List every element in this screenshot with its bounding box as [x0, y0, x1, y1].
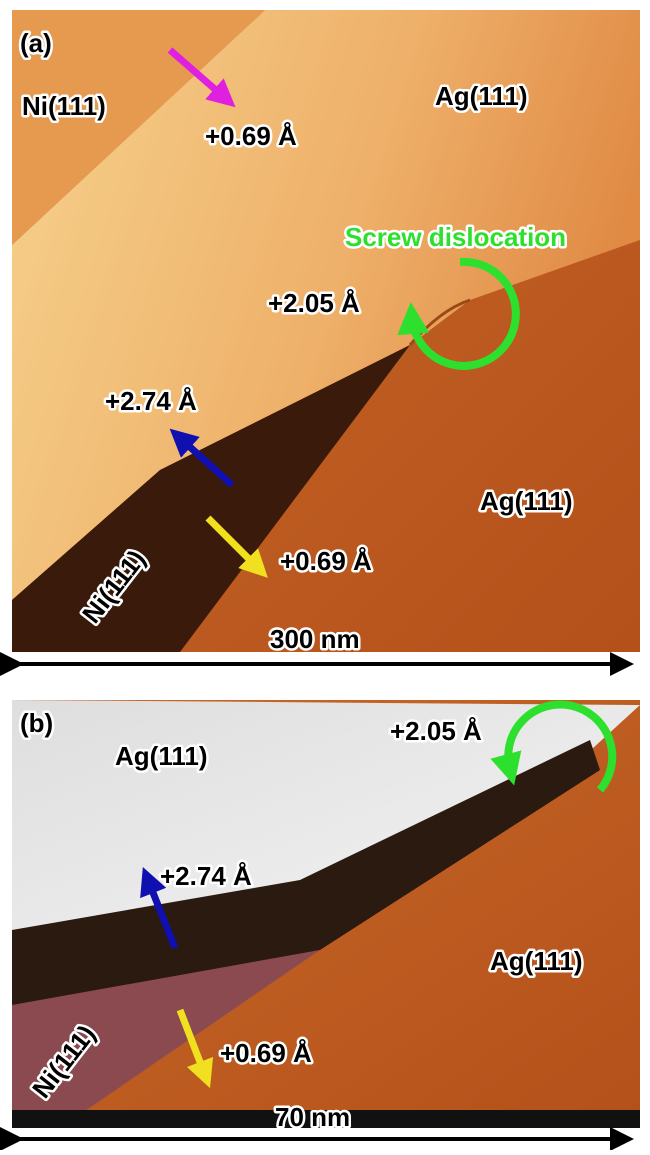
figure: (a) Ni(111) +0.69 Å Ag(111) Screw disloc…: [0, 0, 650, 1150]
region-label: Ag(111): [490, 946, 583, 976]
annotation: Screw dislocation: [345, 222, 566, 252]
region-label: Ni(111): [22, 91, 106, 121]
step-height: +2.05 Å: [390, 716, 482, 746]
region-label: Ag(111): [435, 81, 528, 111]
step-height: +0.69 Å: [280, 546, 372, 576]
panel-label: (a): [20, 28, 52, 58]
step-height: +2.74 Å: [105, 386, 197, 416]
scale-bar-label: 300 nm: [270, 624, 360, 654]
step-height: +0.69 Å: [220, 1038, 312, 1068]
panel-label: (b): [20, 708, 53, 738]
scale-bar-label: 70 nm: [275, 1102, 350, 1132]
panel-b-image: [12, 700, 640, 1128]
step-height: +2.05 Å: [268, 288, 360, 318]
region-label: Ag(111): [480, 486, 573, 516]
step-height: +0.69 Å: [205, 121, 297, 151]
step-height: +2.74 Å: [160, 861, 252, 891]
region-label: Ag(111): [115, 741, 208, 771]
